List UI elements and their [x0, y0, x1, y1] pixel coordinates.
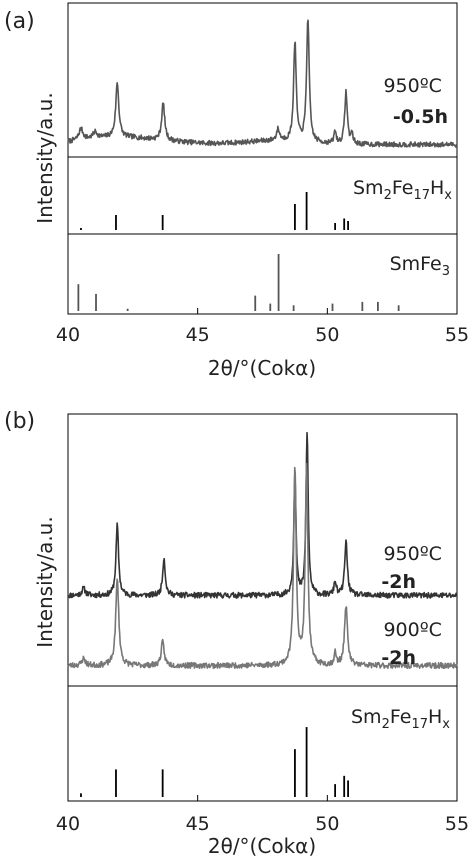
ref-label-sub: 3 [442, 264, 450, 279]
ref-label-sub: 17 [411, 717, 428, 732]
panel-a-x-ticks: 40 45 50 55 [56, 308, 469, 346]
panel-b-frame [67, 413, 458, 802]
panel-a-series-0-label: 950ºC -0.5h [383, 75, 448, 128]
panel-a: (a) Intensity/a.u. 40 45 50 55 2θ/°(Cokα) 9… [4, 2, 469, 380]
panel-b-series-1-time: -2h [381, 647, 416, 669]
panel-a-reference-sm2fe17hx [80, 192, 349, 230]
ref-label-sub: x [444, 188, 452, 203]
panel-b-x-ticks: 40 45 50 55 [56, 795, 469, 835]
panel-a-ylabel: Intensity/a.u. [33, 92, 57, 223]
panel-b-ref-0-label: Sm2Fe17Hx [351, 706, 450, 732]
panel-a-frame [67, 2, 458, 315]
panel-a-ref-0-label: Sm2Fe17Hx [353, 177, 452, 203]
ref-label-part: Fe [392, 177, 414, 199]
x-tick-label: 55 [445, 324, 469, 346]
panel-b-label: (b) [4, 409, 35, 434]
ref-label-sub: 2 [382, 717, 390, 732]
panel-a-series-0-temp: 950ºC [383, 75, 441, 97]
panel-b: (b) Intensity/a.u. 40 45 50 55 2θ/°(Cokα) 9… [4, 409, 469, 858]
panel-b-series-1-label: 900ºC -2h [381, 619, 448, 669]
ref-label-part: Fe [390, 706, 412, 728]
ref-label-sub: 17 [413, 188, 430, 203]
panel-b-ylabel: Intensity/a.u. [33, 516, 57, 647]
panel-a-reference-smfe3 [77, 254, 400, 311]
ref-label-sub: x [442, 717, 450, 732]
ref-label-sub: 2 [384, 188, 392, 203]
x-tick-label: 45 [186, 324, 210, 346]
panel-b-series-950c-2h [67, 431, 458, 599]
x-tick-label: 50 [315, 813, 339, 835]
ref-label-part: SmFe [390, 253, 442, 275]
panel-a-xlabel: 2θ/°(Cokα) [208, 356, 316, 380]
panel-b-series-0-time: -2h [381, 571, 416, 593]
panel-b-series-0-temp: 950ºC [383, 543, 441, 565]
x-tick-label: 45 [186, 813, 210, 835]
panel-b-xlabel: 2θ/°(Cokα) [208, 834, 316, 858]
x-tick-label: 40 [56, 813, 80, 835]
panel-a-label: (a) [4, 9, 35, 34]
x-tick-label: 40 [56, 324, 80, 346]
ref-label-part: Sm [353, 177, 384, 199]
x-tick-label: 50 [315, 324, 339, 346]
panel-b-reference-sm2fe17hx [80, 727, 349, 797]
panel-a-ref-1-label: SmFe3 [390, 253, 450, 279]
panel-b-series-0-label: 950ºC -2h [381, 543, 448, 593]
ref-label-part: Sm [351, 706, 382, 728]
panel-a-series-0-time: -0.5h [393, 106, 448, 128]
panel-b-series-1-temp: 900ºC [383, 619, 441, 641]
ref-label-part: H [428, 706, 442, 728]
panel-b-series-900c-2h [67, 462, 458, 670]
ref-label-part: H [430, 177, 444, 199]
x-tick-label: 55 [445, 813, 469, 835]
panel-a-series-950c-0.5h [67, 19, 458, 148]
